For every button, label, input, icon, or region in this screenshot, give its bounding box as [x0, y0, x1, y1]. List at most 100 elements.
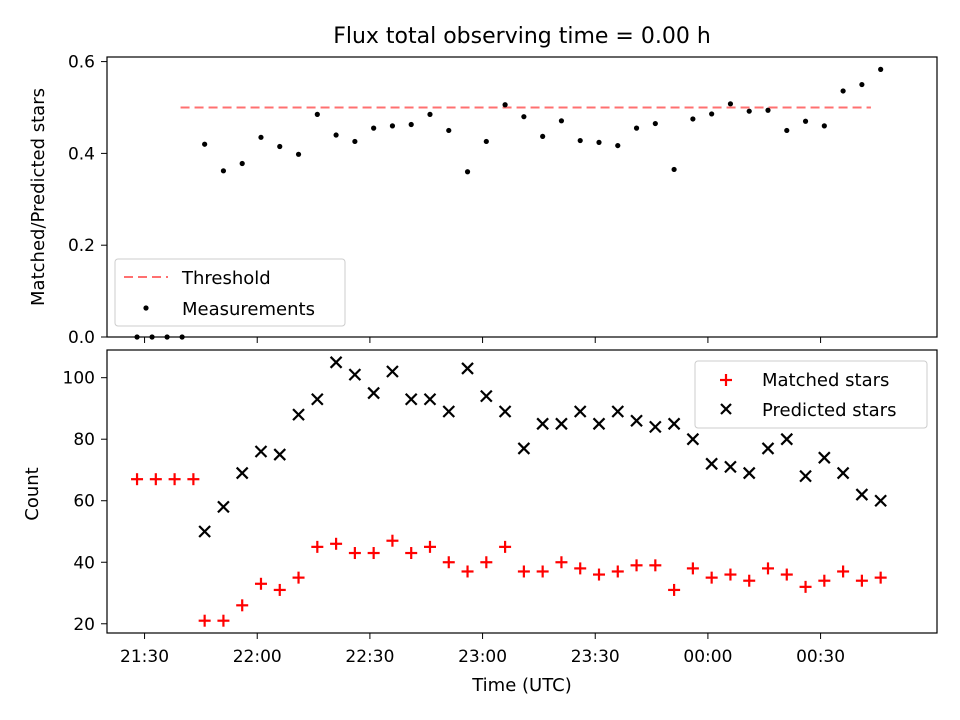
- matched-star-point: [574, 562, 587, 575]
- matched-star-point: [517, 565, 530, 578]
- matched-star-point: [499, 540, 512, 553]
- predicted-star-point: [404, 392, 418, 406]
- predicted-star-point: [461, 362, 474, 375]
- predicted-star-point: [235, 466, 249, 480]
- threshold-legend-label: Threshold: [181, 268, 271, 289]
- bottom-xtick-label: 22:30: [345, 647, 394, 667]
- matched-star-point: [837, 565, 850, 578]
- measurement-point: [727, 101, 734, 107]
- matched-star-point: [348, 547, 361, 560]
- predicted-star-point: [799, 469, 812, 483]
- matched-star-point: [818, 574, 831, 587]
- matched-star-point: [273, 583, 286, 596]
- measurement-point: [446, 127, 452, 134]
- measurement-point: [352, 138, 358, 145]
- measurement-point: [258, 134, 264, 140]
- predicted-star-point: [217, 500, 230, 514]
- measurement-point: [502, 102, 508, 108]
- bottom-legend: Matched stars Predicted stars: [694, 360, 928, 429]
- predicted-star-point: [254, 445, 268, 458]
- predicted-star-point: [611, 405, 625, 418]
- top-ytick-label: 0.2: [68, 236, 95, 256]
- measurement-point: [709, 111, 715, 117]
- matched-star-point: [386, 534, 399, 547]
- measurement-point: [652, 120, 658, 127]
- bottom-ytick-label: 80: [73, 430, 95, 450]
- measurement-point: [371, 125, 377, 131]
- top-panel-frame: [106, 56, 938, 338]
- measurements-legend-label: Measurements: [182, 299, 315, 320]
- matched-star-point: [724, 568, 737, 581]
- matched-stars-legend-label: Matched stars: [762, 370, 889, 391]
- measurement-point: [878, 66, 884, 72]
- matched-star-point: [705, 571, 718, 584]
- measurement-point: [521, 114, 527, 120]
- matched-star-point: [236, 599, 249, 612]
- measurement-point: [220, 168, 227, 174]
- predicted-star-point: [855, 488, 869, 501]
- measurement-point: [295, 151, 302, 157]
- measurements-legend-swatch: [143, 305, 149, 311]
- predicted-star-point: [573, 405, 587, 418]
- predicted-star-point: [442, 405, 456, 418]
- matched-star-point: [330, 537, 343, 550]
- matched-star-point: [668, 583, 681, 596]
- matched-star-point: [480, 556, 493, 569]
- bottom-panel: 20 40 60 80 100 21:30 22:00 22:30 23:00 23:30 00:0…: [63, 349, 938, 667]
- predicted-stars-legend-label: Predicted stars: [762, 400, 896, 421]
- predicted-star-point: [874, 494, 887, 508]
- matched-star-point: [536, 565, 549, 578]
- predicted-star-point: [367, 386, 380, 400]
- measurement-point: [277, 143, 283, 150]
- matched-star-point: [149, 473, 162, 486]
- matched-star-point: [555, 556, 568, 569]
- predicted-star-point: [555, 417, 568, 431]
- measurement-point: [540, 133, 546, 140]
- predicted-star-point: [761, 442, 775, 455]
- predicted-star-point: [780, 432, 794, 446]
- matched-star-point: [168, 473, 181, 486]
- top-ytick-label: 0.4: [68, 144, 95, 164]
- measurement-point: [179, 334, 185, 340]
- bottom-y-axis-label: Count: [22, 467, 43, 520]
- top-panel: 0.0 0.2 0.4 0.6: [68, 53, 938, 348]
- matched-star-point: [780, 568, 793, 581]
- predicted-star-point: [273, 448, 287, 461]
- measurement-point: [464, 169, 471, 175]
- predicted-star-point: [517, 442, 531, 455]
- matched-star-point: [686, 562, 699, 575]
- measurement-point: [765, 107, 771, 113]
- measurement-point: [840, 88, 846, 94]
- predicted-star-point: [311, 392, 324, 406]
- predicted-star-point: [329, 356, 343, 369]
- top-legend: Threshold Measurements: [114, 258, 346, 327]
- predicted-star-point: [686, 432, 700, 446]
- matched-star-point: [743, 574, 756, 587]
- top-ytick-label: 0.6: [68, 53, 95, 73]
- measurement-point: [596, 139, 602, 145]
- bottom-legend-box: [694, 360, 928, 429]
- matched-star-point: [292, 571, 305, 584]
- measurement-point: [615, 142, 621, 149]
- predicted-star-point: [348, 368, 362, 381]
- matched-star-point: [799, 580, 812, 593]
- measurement-point: [784, 127, 790, 134]
- matched-star-point: [131, 473, 144, 486]
- measurement-point: [577, 137, 583, 144]
- predicted-star-point: [667, 417, 681, 431]
- measurement-point: [408, 121, 414, 128]
- top-ytick-label: 0.0: [68, 328, 95, 348]
- matched-star-point: [217, 614, 230, 627]
- bottom-xtick-label: 23:30: [571, 647, 620, 667]
- matched-stars-legend-swatch: [720, 374, 732, 386]
- measurement-point: [483, 138, 489, 145]
- predicted-star-point: [386, 365, 399, 378]
- matched-star-point: [761, 562, 774, 575]
- measurement-point: [239, 160, 245, 167]
- predicted-star-point: [592, 417, 606, 431]
- matched-star-point: [423, 540, 436, 553]
- bottom-xtick-label: 21:30: [120, 647, 169, 667]
- measurement-point: [802, 118, 809, 124]
- matched-star-point: [311, 540, 324, 553]
